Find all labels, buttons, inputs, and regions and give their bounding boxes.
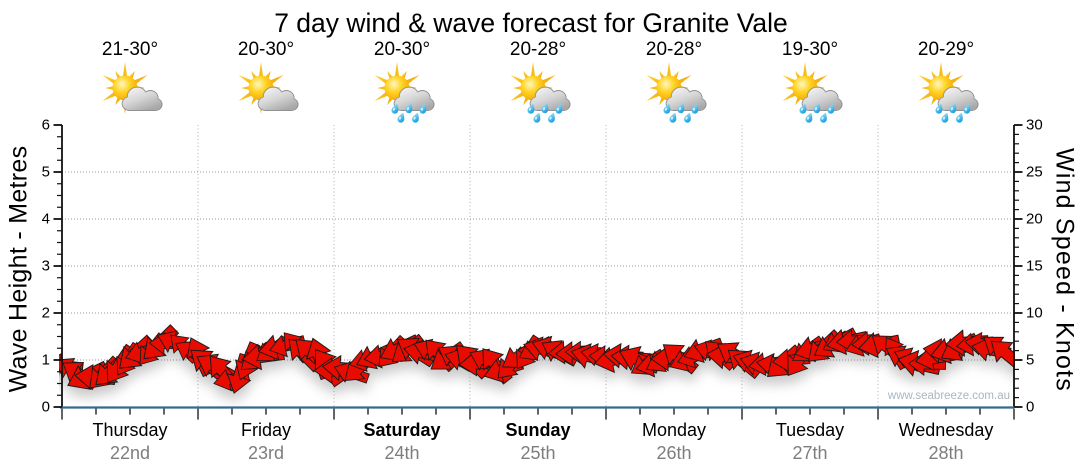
- right-axis-tick-label: 5: [1026, 351, 1035, 368]
- day-date: 24th: [384, 443, 420, 463]
- weather-icon-sun-showers: [919, 62, 979, 124]
- chart-title: 7 day wind & wave forecast for Granite V…: [274, 8, 788, 38]
- day-date: 22nd: [109, 443, 151, 463]
- right-axis-tick-label: 10: [1026, 304, 1043, 321]
- day-name: Wednesday: [898, 420, 994, 440]
- left-axis-tick-label: 3: [41, 257, 50, 274]
- right-axis-tick-label: 20: [1026, 210, 1043, 227]
- day-name: Sunday: [505, 420, 571, 440]
- day-date: 28th: [928, 443, 964, 463]
- day-date: 25th: [520, 443, 556, 463]
- right-axis-tick-label: 30: [1026, 116, 1043, 133]
- day-temperature: 20-30°: [373, 39, 431, 60]
- wind-arrows: [59, 324, 1015, 394]
- watermark: www.seabreeze.com.au: [887, 390, 1010, 402]
- weather-icon-sun-showers: [511, 62, 571, 124]
- day-date: 27th: [792, 443, 828, 463]
- day-temperature: 19-30°: [781, 39, 839, 60]
- left-axis-tick-label: 0: [41, 398, 50, 415]
- weather-icons: [103, 62, 979, 124]
- day-temperature: 20-29°: [917, 39, 975, 60]
- wind-arrow: [990, 340, 1015, 373]
- left-axis-tick-label: 4: [41, 210, 50, 227]
- weather-icon-sun-showers: [783, 62, 843, 124]
- day-temperature: 20-28°: [509, 39, 567, 60]
- weather-icon-sun-showers: [647, 62, 707, 124]
- day-temperature: 21-30°: [101, 39, 159, 60]
- day-name: Thursday: [92, 420, 168, 440]
- weather-icon-sun-showers: [375, 62, 435, 124]
- day-date: 23rd: [247, 443, 285, 463]
- day-name: Friday: [240, 420, 291, 440]
- left-axis-tick-label: 1: [41, 351, 50, 368]
- left-axis-tick-label: 6: [41, 116, 50, 133]
- right-axis-tick-label: 0: [1026, 398, 1035, 415]
- weather-icon-partly-cloudy: [239, 62, 299, 114]
- day-temperature: 20-28°: [645, 39, 703, 60]
- left-axis-tick-label: 5: [41, 163, 50, 180]
- right-axis-tick-label: 25: [1026, 163, 1043, 180]
- day-date: 26th: [656, 443, 692, 463]
- left-axis-tick-label: 2: [41, 304, 50, 321]
- weather-icon-partly-cloudy: [103, 62, 163, 114]
- axes: [53, 124, 1023, 420]
- day-temperature: 20-30°: [237, 39, 295, 60]
- right-axis-tick-label: 15: [1026, 257, 1043, 274]
- day-name: Monday: [641, 420, 707, 440]
- day-name: Tuesday: [775, 420, 845, 440]
- day-name: Saturday: [363, 420, 441, 440]
